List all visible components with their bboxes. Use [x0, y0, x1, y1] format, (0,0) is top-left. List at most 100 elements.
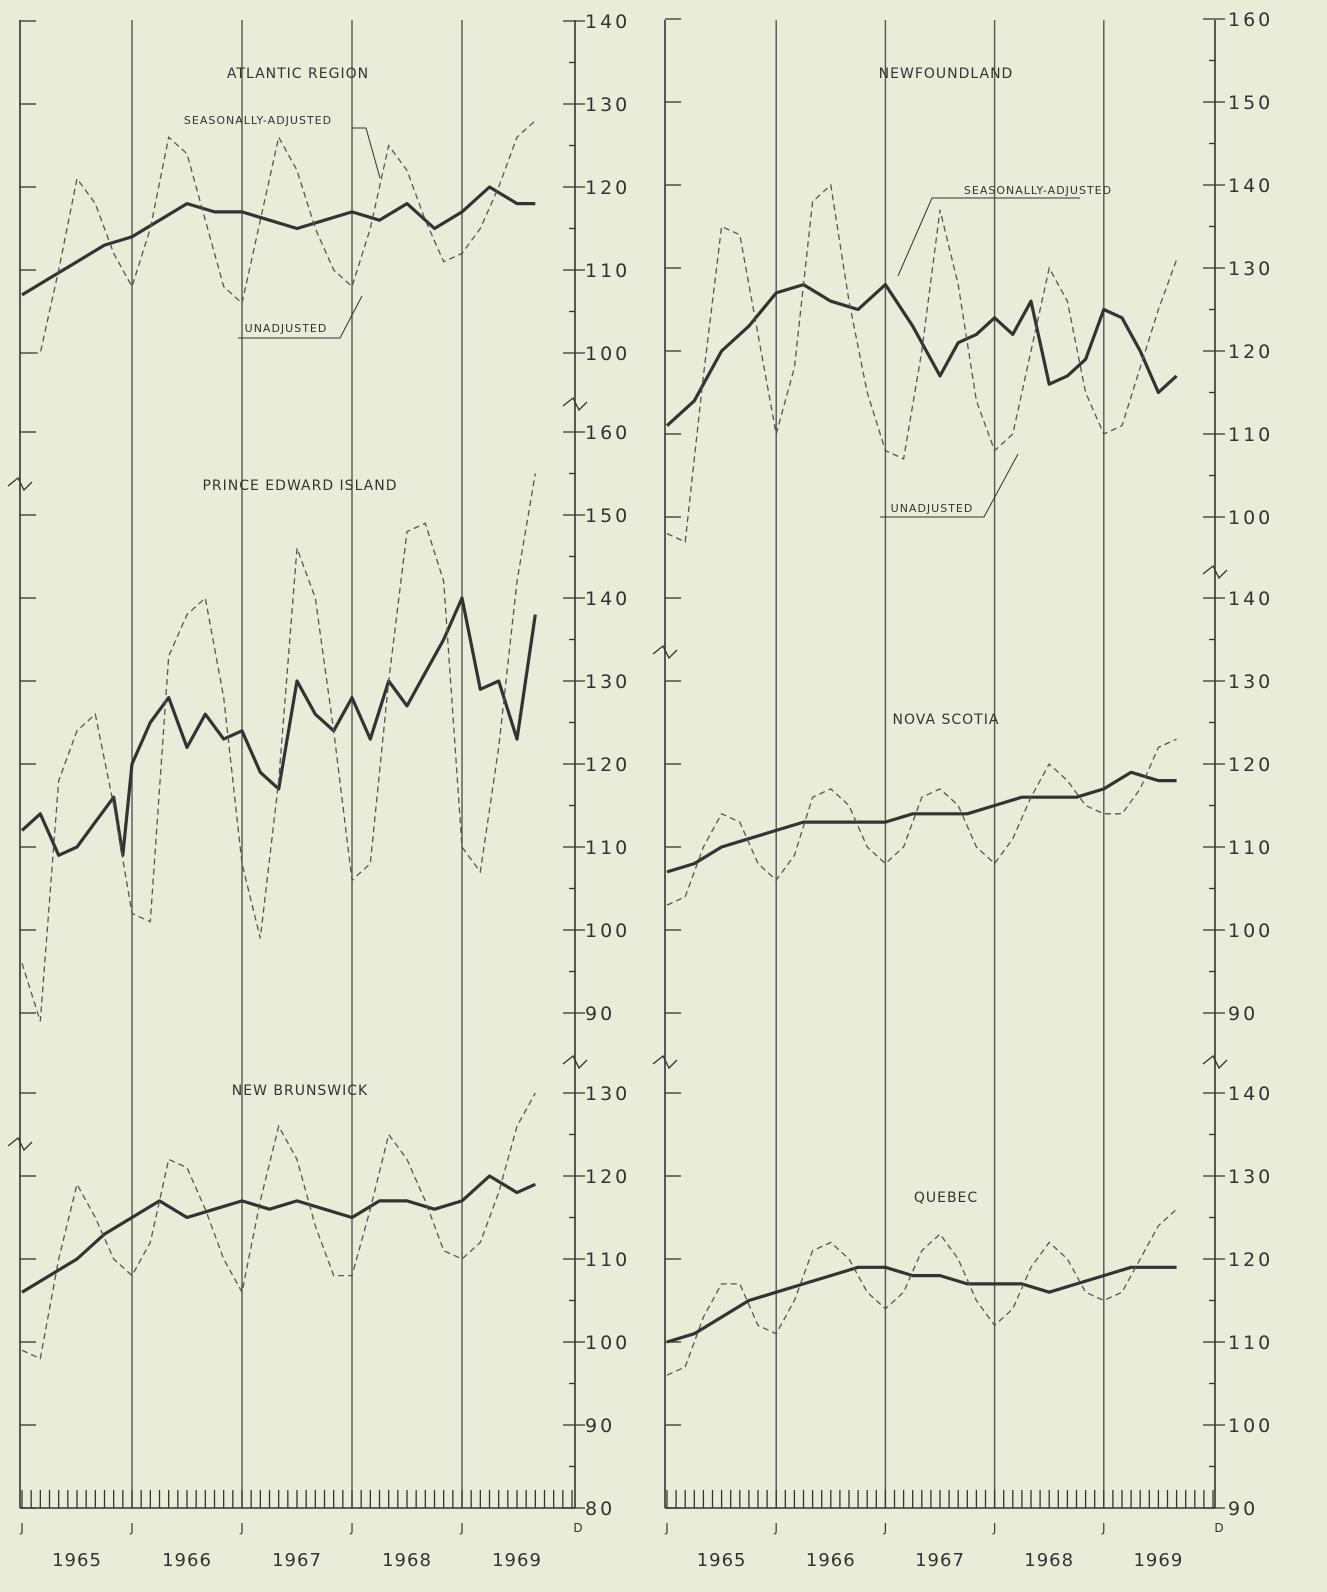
y-tick-label: 110	[585, 1249, 630, 1271]
y-tick-label: 110	[585, 260, 630, 282]
seasonally-adjusted-series-line	[20, 596, 537, 857]
unadjusted-series-line	[666, 738, 1177, 906]
y-tick-label: 110	[1228, 424, 1273, 446]
unadjusted-series-line	[666, 1208, 1178, 1376]
panel-title: NEW BRUNSWICK	[232, 1083, 368, 1099]
axis-break-mark	[652, 644, 678, 660]
y-tick-label: 100	[1228, 1415, 1273, 1437]
y-tick-label: 100	[1228, 920, 1273, 942]
y-tick-label: 120	[1228, 341, 1273, 363]
y-tick-label: 120	[585, 177, 630, 199]
year-label: 1969	[492, 1550, 542, 1571]
panel-title: QUEBEC	[914, 1190, 978, 1206]
month-tick-label: J	[19, 1521, 24, 1535]
seasonally-adjusted-series-line	[666, 1265, 1177, 1344]
axis-break-mark	[7, 1136, 33, 1152]
panel-title: NOVA SCOTIA	[893, 712, 1000, 728]
y-tick-label: 120	[1228, 754, 1273, 776]
y-tick-label: 150	[1228, 92, 1273, 114]
year-label: 1966	[806, 1550, 856, 1571]
axis-break-mark	[562, 1054, 588, 1070]
year-label: 1965	[697, 1550, 747, 1571]
panel-title: PRINCE EDWARD ISLAND	[202, 478, 397, 494]
seasonally-adjusted-label: SEASONALLY-ADJUSTED	[184, 114, 332, 127]
panel-quebec: 90 100 110 120 130 140 QUEBEC	[665, 1083, 1273, 1520]
y-tick-label: 140	[1228, 175, 1273, 197]
year-label: 1966	[162, 1550, 212, 1571]
y-tick-label: 130	[1228, 1166, 1273, 1188]
month-tick-label: J	[129, 1521, 134, 1535]
y-tick-label: 140	[585, 11, 630, 33]
y-tick-label: 90	[1228, 1003, 1258, 1025]
year-label: 1968	[1024, 1550, 1074, 1571]
y-tick-label: 130	[1228, 258, 1273, 280]
seasonally-adjusted-series-line	[666, 770, 1177, 874]
panel-newfoundland: 100 110 120 130 140 150 160 NEWFOUNDLAND	[665, 9, 1273, 543]
y-tick-label: 100	[1228, 507, 1273, 529]
axis-break-mark	[7, 476, 33, 492]
unadjusted-label: UNADJUSTED	[891, 502, 974, 515]
unadjusted-label: UNADJUSTED	[245, 322, 328, 335]
leader-line	[352, 127, 381, 179]
month-tick-label: J	[459, 1521, 464, 1535]
leader-line	[880, 453, 1019, 518]
panel-nova-scotia: 90 100 110 120 130 140 NOVA SCOTIA	[665, 588, 1273, 1025]
y-tick-label: 120	[585, 1166, 630, 1188]
y-tick-label: 140	[585, 588, 630, 610]
axis-break-mark	[1202, 1054, 1228, 1070]
month-tick-label: J	[773, 1521, 778, 1535]
y-tick-label: 100	[585, 1332, 630, 1354]
panel-atlantic-region: 100 110 120 130 140 ATLANTIC REGION	[20, 11, 630, 365]
axis-break-mark	[562, 396, 588, 412]
y-tick-label: 160	[1228, 9, 1273, 31]
year-label: 1969	[1133, 1550, 1183, 1571]
leader-line	[238, 295, 363, 339]
unadjusted-series-line	[666, 183, 1178, 543]
unadjusted-series-line	[21, 1092, 536, 1360]
y-tick-label: 140	[1228, 1083, 1273, 1105]
y-tick-label: 80	[585, 1498, 615, 1520]
y-tick-label: 120	[1228, 1249, 1273, 1271]
y-tick-label: 130	[585, 671, 630, 693]
month-tick-label: J	[349, 1521, 354, 1535]
panel-title: NEWFOUNDLAND	[879, 66, 1014, 82]
seasonally-adjusted-series-line	[21, 1174, 536, 1294]
month-tick-label: J	[992, 1521, 997, 1535]
y-tick-label: 110	[1228, 1332, 1273, 1354]
seasonally-adjusted-series-line	[21, 185, 536, 297]
y-tick-label: 110	[585, 837, 630, 859]
y-tick-label: 100	[585, 343, 630, 365]
panel-new-brunswick: 80 90 100 110 120 130 NEW BRUNSWICK	[20, 1083, 630, 1520]
y-tick-label: 90	[1228, 1498, 1258, 1520]
year-label: 1967	[272, 1550, 322, 1571]
leader-line	[897, 197, 1080, 277]
y-tick-label: 150	[585, 505, 630, 527]
unadjusted-series-line	[21, 473, 536, 1022]
y-tick-label: 130	[585, 94, 630, 116]
seasonally-adjusted-label: SEASONALLY-ADJUSTED	[964, 184, 1112, 197]
unadjusted-series-line	[22, 120, 536, 354]
month-tick-label: J	[883, 1521, 888, 1535]
y-tick-label: 140	[1228, 588, 1273, 610]
year-label: 1965	[52, 1550, 102, 1571]
axis-break-mark	[1202, 564, 1228, 580]
month-tick-label: J	[239, 1521, 244, 1535]
y-tick-label: 100	[585, 920, 630, 942]
panel-prince-edward-island: 90 100 110 120 130 140 150 160 PRINCE EDWARD ISL…	[20, 422, 630, 1025]
year-label: 1968	[382, 1550, 432, 1571]
y-tick-label: 110	[1228, 837, 1273, 859]
y-tick-label: 90	[585, 1415, 615, 1437]
month-tick-label: J	[1101, 1521, 1106, 1535]
y-tick-label: 120	[585, 754, 630, 776]
y-tick-label: 130	[1228, 671, 1273, 693]
axis-break-mark	[652, 1054, 678, 1070]
month-tick-label: J	[664, 1521, 669, 1535]
panel-title: ATLANTIC REGION	[227, 66, 369, 82]
seasonally-adjusted-series-line	[665, 283, 1178, 427]
y-tick-label: 160	[585, 422, 630, 444]
y-tick-label: 90	[585, 1003, 615, 1025]
month-tick-label: D	[573, 1521, 582, 1535]
year-label: 1967	[915, 1550, 965, 1571]
